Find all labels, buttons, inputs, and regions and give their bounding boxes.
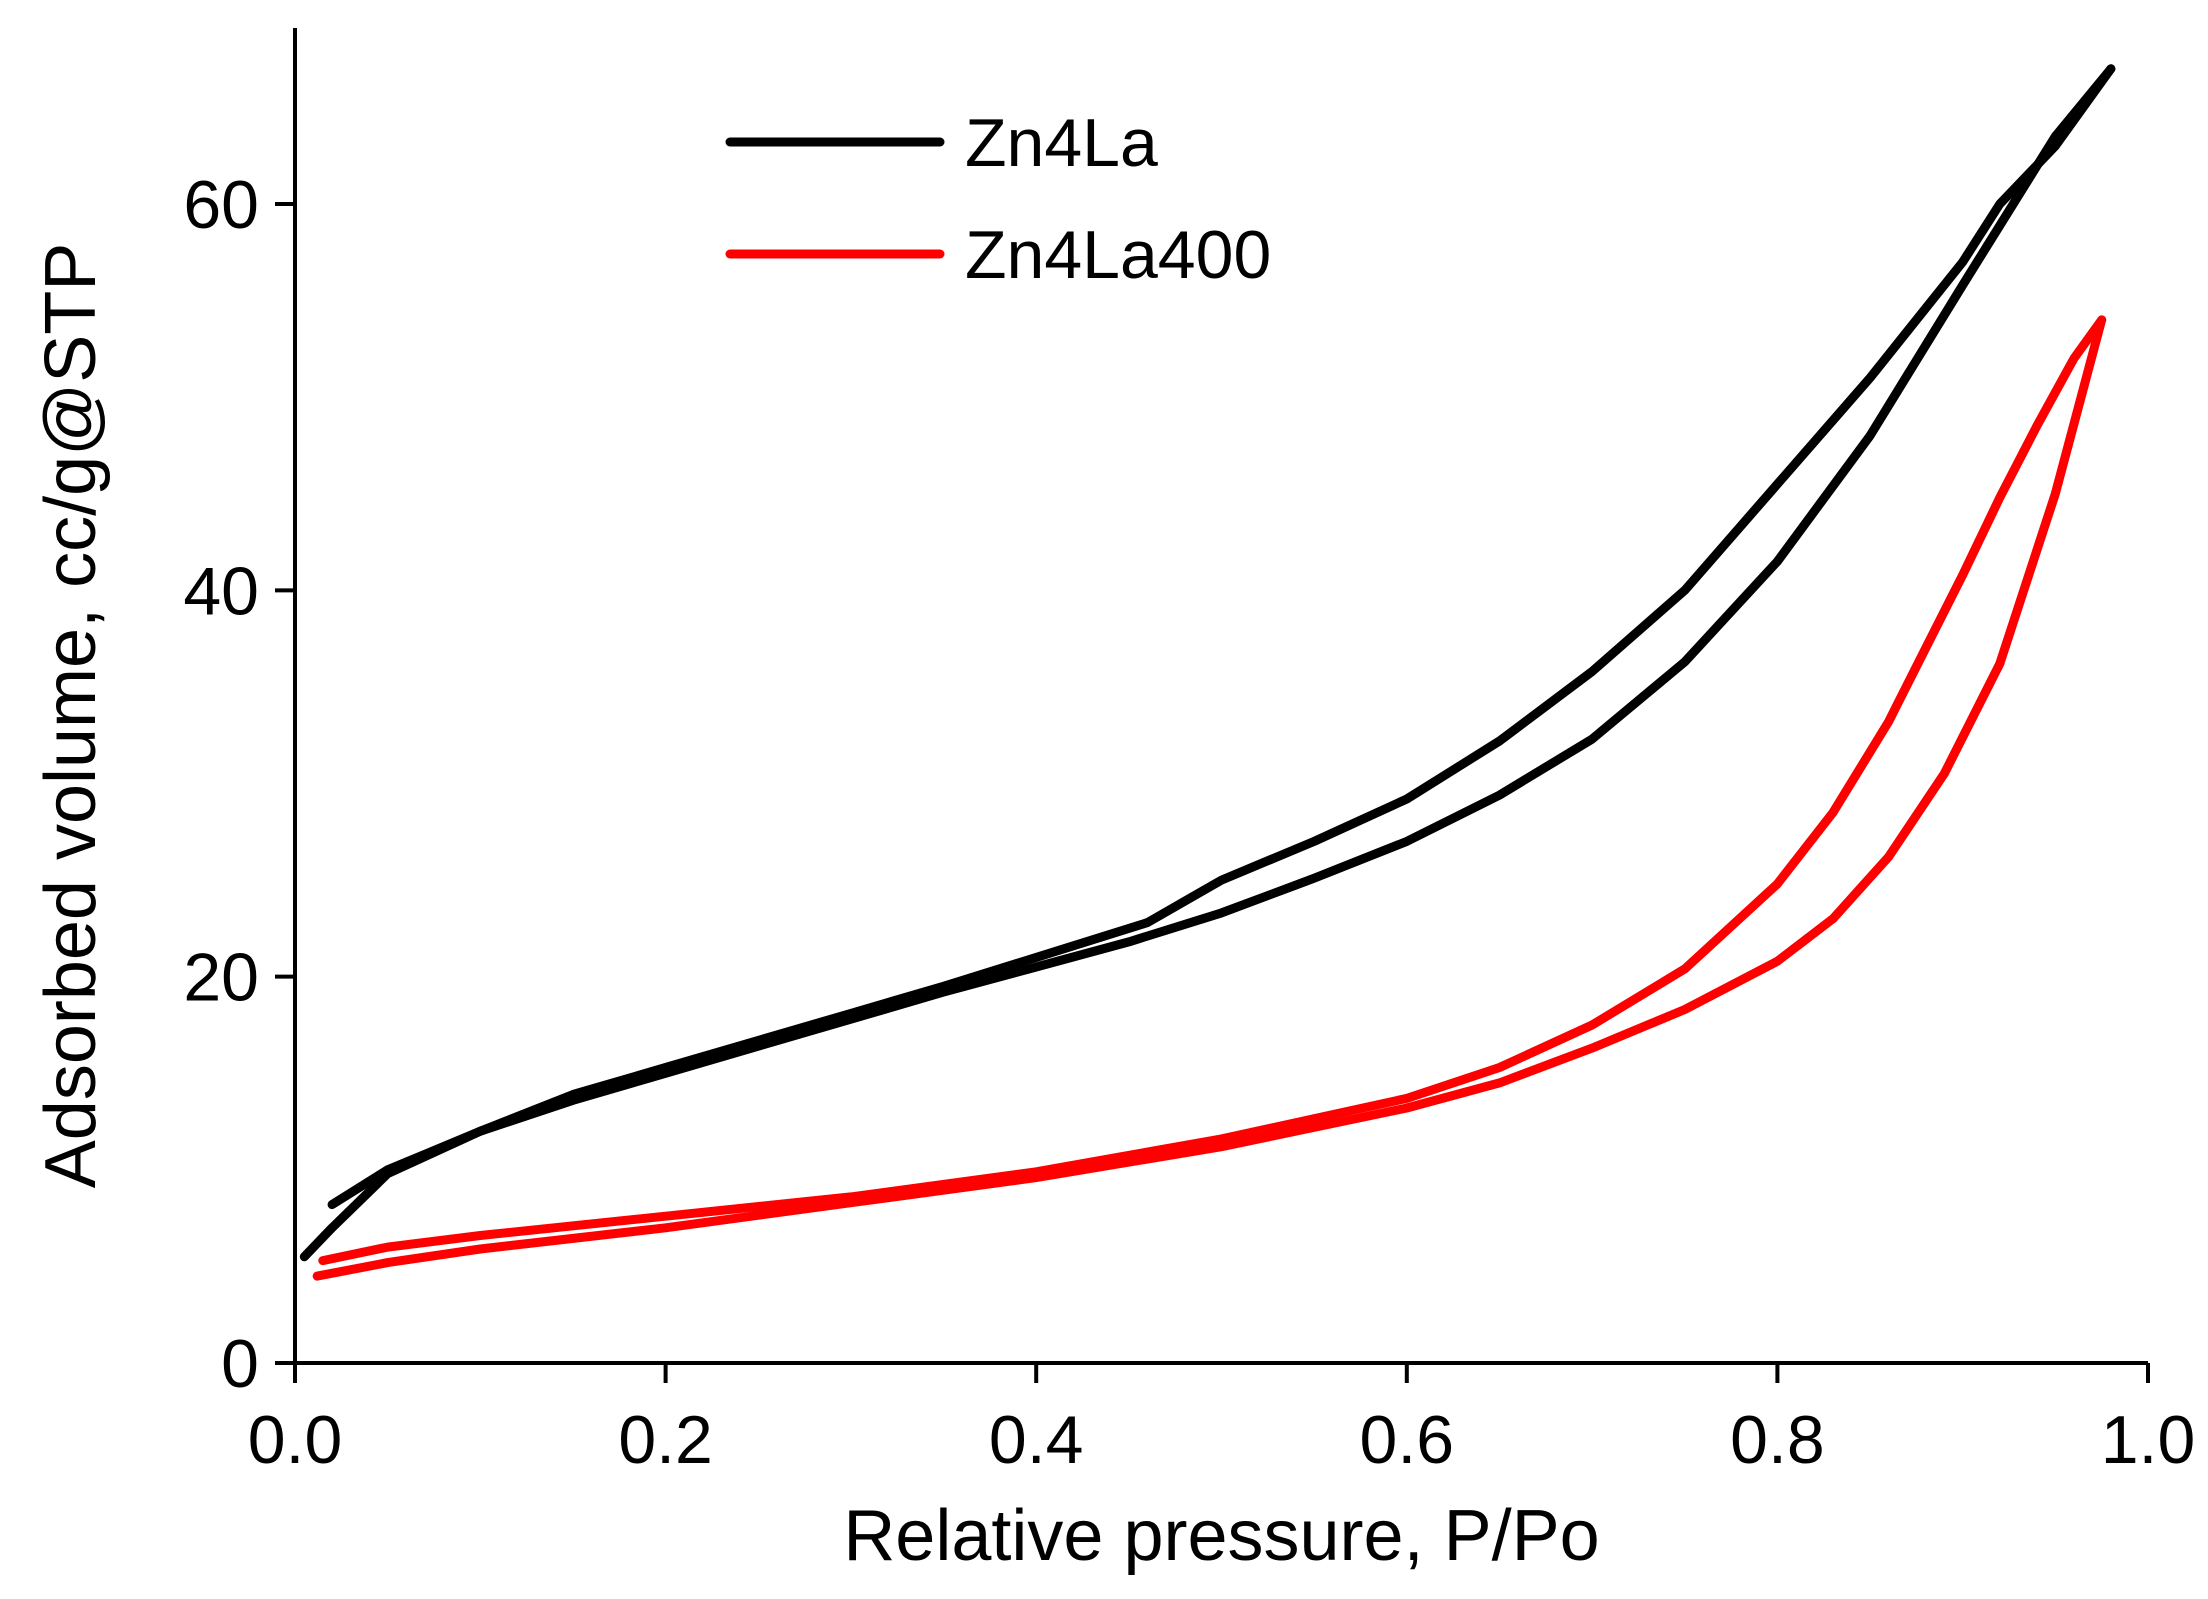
x-tick-label: 0.0	[248, 1402, 343, 1478]
x-tick-label: 0.6	[1360, 1402, 1455, 1478]
axes: 0.0 0.2 0.4 0.6 0.8 1.0 0 20 40 60	[183, 28, 2195, 1478]
y-tick-label: 20	[183, 940, 259, 1016]
x-tick-label: 0.8	[1730, 1402, 1825, 1478]
y-tick-label: 0	[221, 1326, 259, 1402]
y-axis-title: Adsorbed volume, cc/g@STP	[31, 243, 111, 1189]
x-tick-label: 0.2	[618, 1402, 713, 1478]
legend-label-zn4la: Zn4La	[965, 105, 1158, 181]
legend: Zn4La Zn4La400	[725, 105, 1271, 293]
series-layer	[299, 64, 2116, 1281]
series-line-zn4la-desorption	[327, 64, 2116, 1210]
y-tick-label: 60	[183, 167, 259, 243]
x-axis-title: Relative pressure, P/Po	[843, 1496, 1599, 1576]
series-line-zn4la400-desorption	[318, 315, 2107, 1266]
x-tick-label: 0.4	[989, 1402, 1084, 1478]
series-line-zn4la400-adsorption	[312, 315, 2107, 1281]
x-tick-label: 1.0	[2101, 1402, 2196, 1478]
legend-label-zn4la400: Zn4La400	[965, 217, 1271, 293]
y-tick-label: 40	[183, 553, 259, 629]
